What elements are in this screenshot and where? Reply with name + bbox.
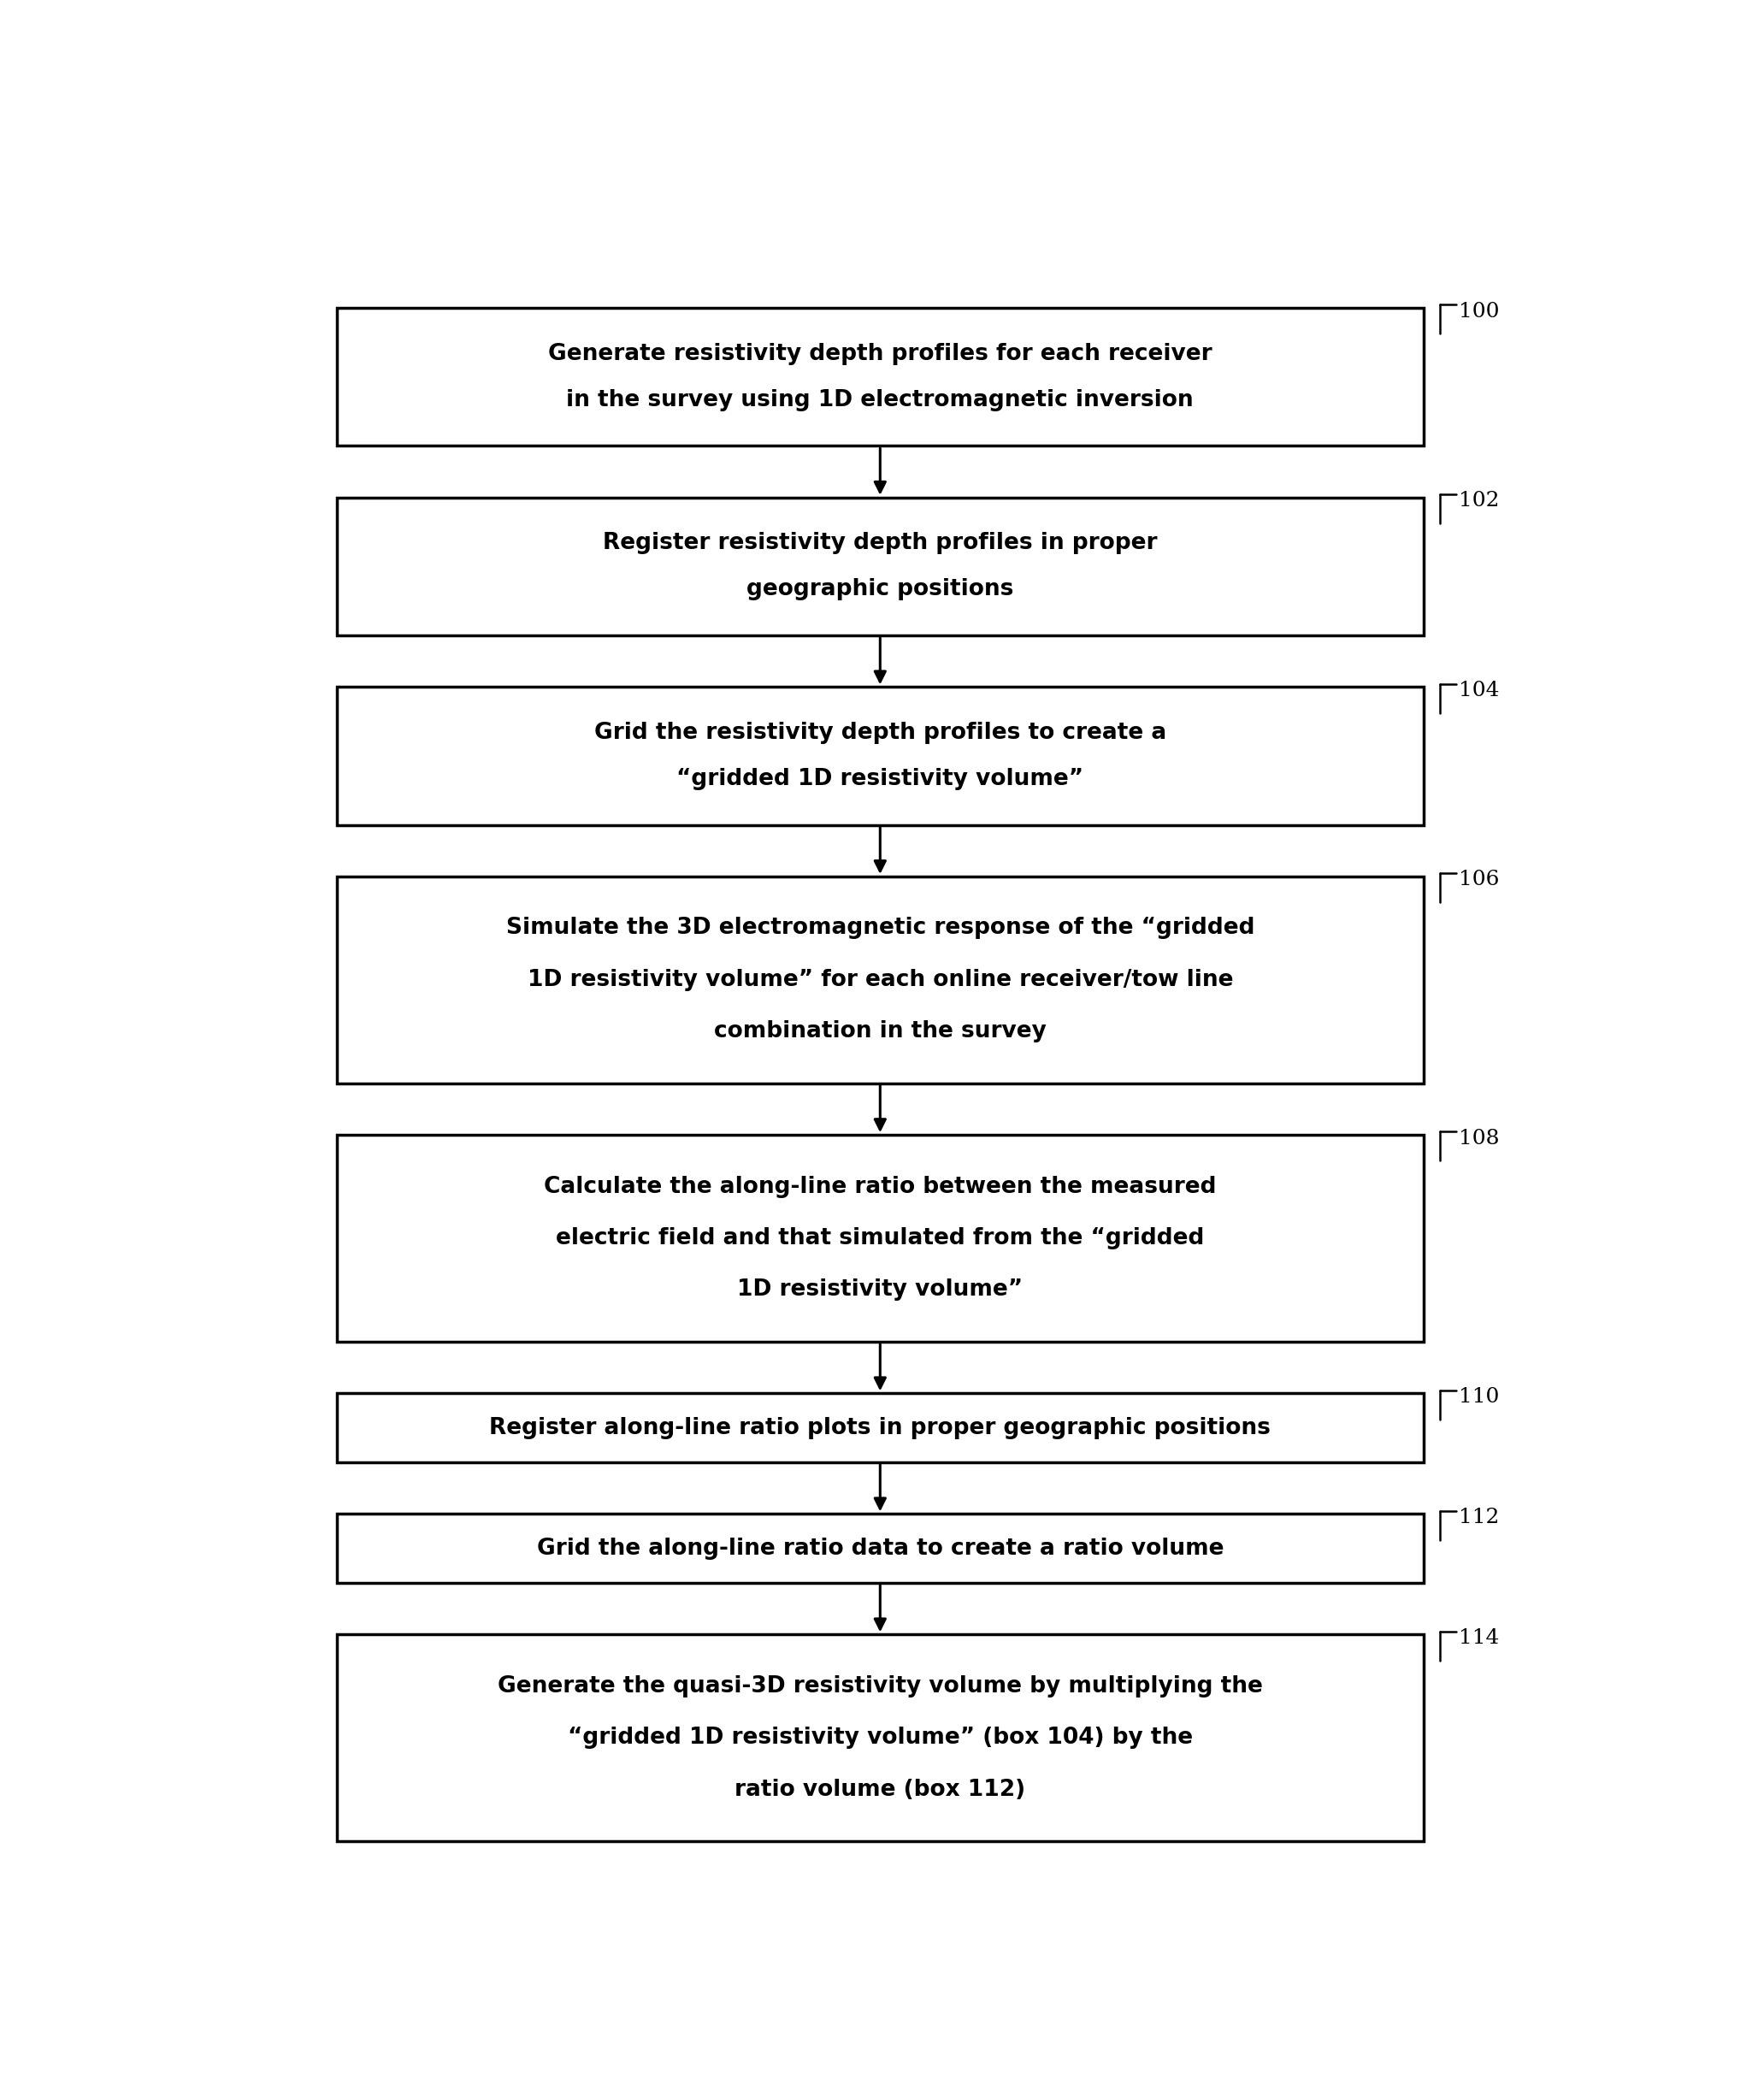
Text: Calculate the along-line ratio between the measured: Calculate the along-line ratio between t… [543, 1176, 1217, 1197]
Text: 104: 104 [1459, 681, 1499, 700]
Text: in the survey using 1D electromagnetic inversion: in the survey using 1D electromagnetic i… [566, 388, 1194, 411]
Bar [337, 1635, 1424, 1840]
Text: 102: 102 [1459, 490, 1499, 511]
Text: ratio volume (box 112): ratio volume (box 112) [736, 1777, 1025, 1800]
Bar [337, 876, 1424, 1084]
Text: combination in the survey: combination in the survey [714, 1021, 1046, 1042]
Text: Grid the along-line ratio data to create a ratio volume: Grid the along-line ratio data to create… [536, 1536, 1224, 1559]
Text: Generate resistivity depth profiles for each receiver: Generate resistivity depth profiles for … [549, 344, 1212, 365]
Bar [337, 1513, 1424, 1582]
Text: “gridded 1D resistivity volume”: “gridded 1D resistivity volume” [677, 767, 1083, 790]
Text: 114: 114 [1459, 1629, 1499, 1647]
Text: Generate the quasi-3D resistivity volume by multiplying the: Generate the quasi-3D resistivity volume… [497, 1675, 1263, 1698]
Text: geographic positions: geographic positions [746, 578, 1014, 599]
Text: 1D resistivity volume”: 1D resistivity volume” [737, 1279, 1023, 1302]
Bar [337, 308, 1424, 446]
Text: 106: 106 [1459, 870, 1499, 889]
Bar [337, 1394, 1424, 1463]
Text: Simulate the 3D electromagnetic response of the “gridded: Simulate the 3D electromagnetic response… [506, 918, 1254, 939]
Text: 108: 108 [1459, 1128, 1499, 1149]
Text: Grid the resistivity depth profiles to create a: Grid the resistivity depth profiles to c… [594, 721, 1166, 744]
Bar [337, 687, 1424, 826]
Text: 110: 110 [1459, 1388, 1499, 1406]
Text: electric field and that simulated from the “gridded: electric field and that simulated from t… [556, 1226, 1205, 1249]
Text: Register resistivity depth profiles in proper: Register resistivity depth profiles in p… [603, 532, 1157, 555]
Bar [337, 1134, 1424, 1341]
Text: Register along-line ratio plots in proper geographic positions: Register along-line ratio plots in prope… [489, 1417, 1270, 1438]
Bar [337, 497, 1424, 635]
Text: “gridded 1D resistivity volume” (box 104) by the: “gridded 1D resistivity volume” (box 104… [568, 1727, 1192, 1748]
Text: 1D resistivity volume” for each online receiver/tow line: 1D resistivity volume” for each online r… [527, 968, 1233, 991]
Text: 112: 112 [1459, 1507, 1499, 1528]
Text: 100: 100 [1459, 302, 1499, 321]
